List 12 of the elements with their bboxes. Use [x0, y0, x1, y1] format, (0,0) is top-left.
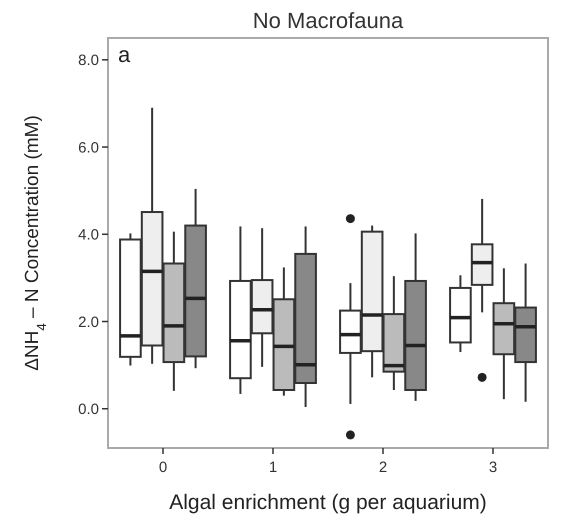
y-tick-label: 0.0	[78, 400, 99, 418]
y-tick-label: 2.0	[78, 314, 99, 331]
x-tick-label: 3	[488, 459, 498, 476]
y-tick-label: 6.0	[78, 139, 99, 156]
x-tick-label: 1	[268, 459, 278, 476]
x-axis-title: Algal enrichment (g per aquarium)	[169, 491, 487, 514]
chart-title: No Macrofauna	[252, 8, 404, 33]
x-tick-label: 0	[158, 459, 168, 476]
annotation: a	[118, 42, 131, 67]
x-tick-label: 2	[378, 459, 388, 476]
y-tick-label: 4.0	[78, 226, 99, 244]
y-tick-label: 8.0	[78, 52, 99, 70]
